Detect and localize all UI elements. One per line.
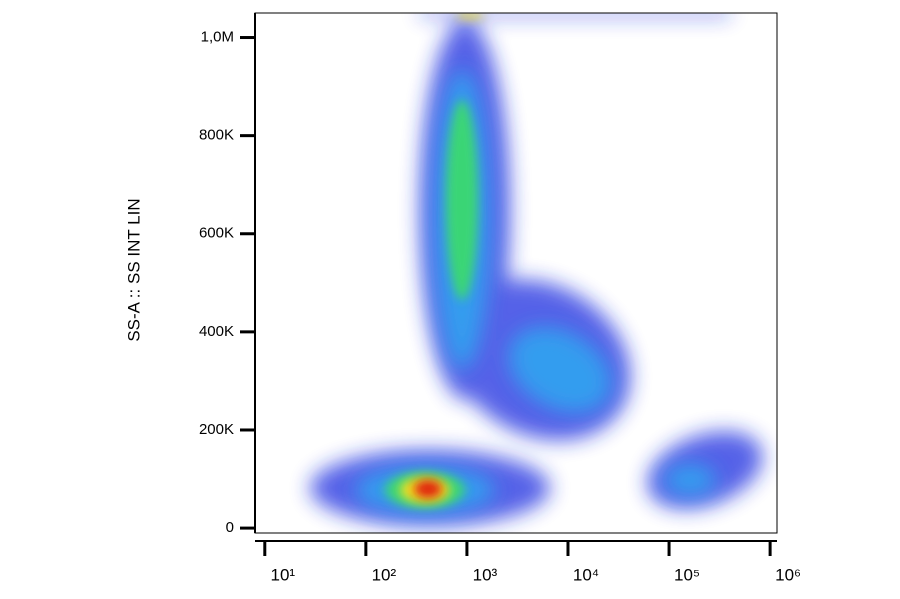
y-tick-label: 600K bbox=[199, 225, 234, 242]
y-tick-label: 1,0M bbox=[201, 28, 234, 45]
x-tick-label: 10⁴ bbox=[573, 565, 599, 584]
y-tick-label: 400K bbox=[199, 323, 234, 340]
x-tick-label: 10² bbox=[372, 565, 397, 584]
x-tick-label: 10¹ bbox=[271, 565, 296, 584]
density-plot bbox=[310, 13, 763, 526]
y-tick-label: 0 bbox=[226, 519, 234, 536]
y-tick-label: 800K bbox=[199, 127, 234, 144]
x-tick-label: 10³ bbox=[473, 565, 498, 584]
x-tick-label: 10⁵ bbox=[674, 565, 700, 584]
y-axis-label: SS-A :: SS INT LIN bbox=[124, 198, 143, 341]
y-tick-label: 200K bbox=[199, 421, 234, 438]
x-tick-label: 10⁶ bbox=[775, 565, 801, 584]
